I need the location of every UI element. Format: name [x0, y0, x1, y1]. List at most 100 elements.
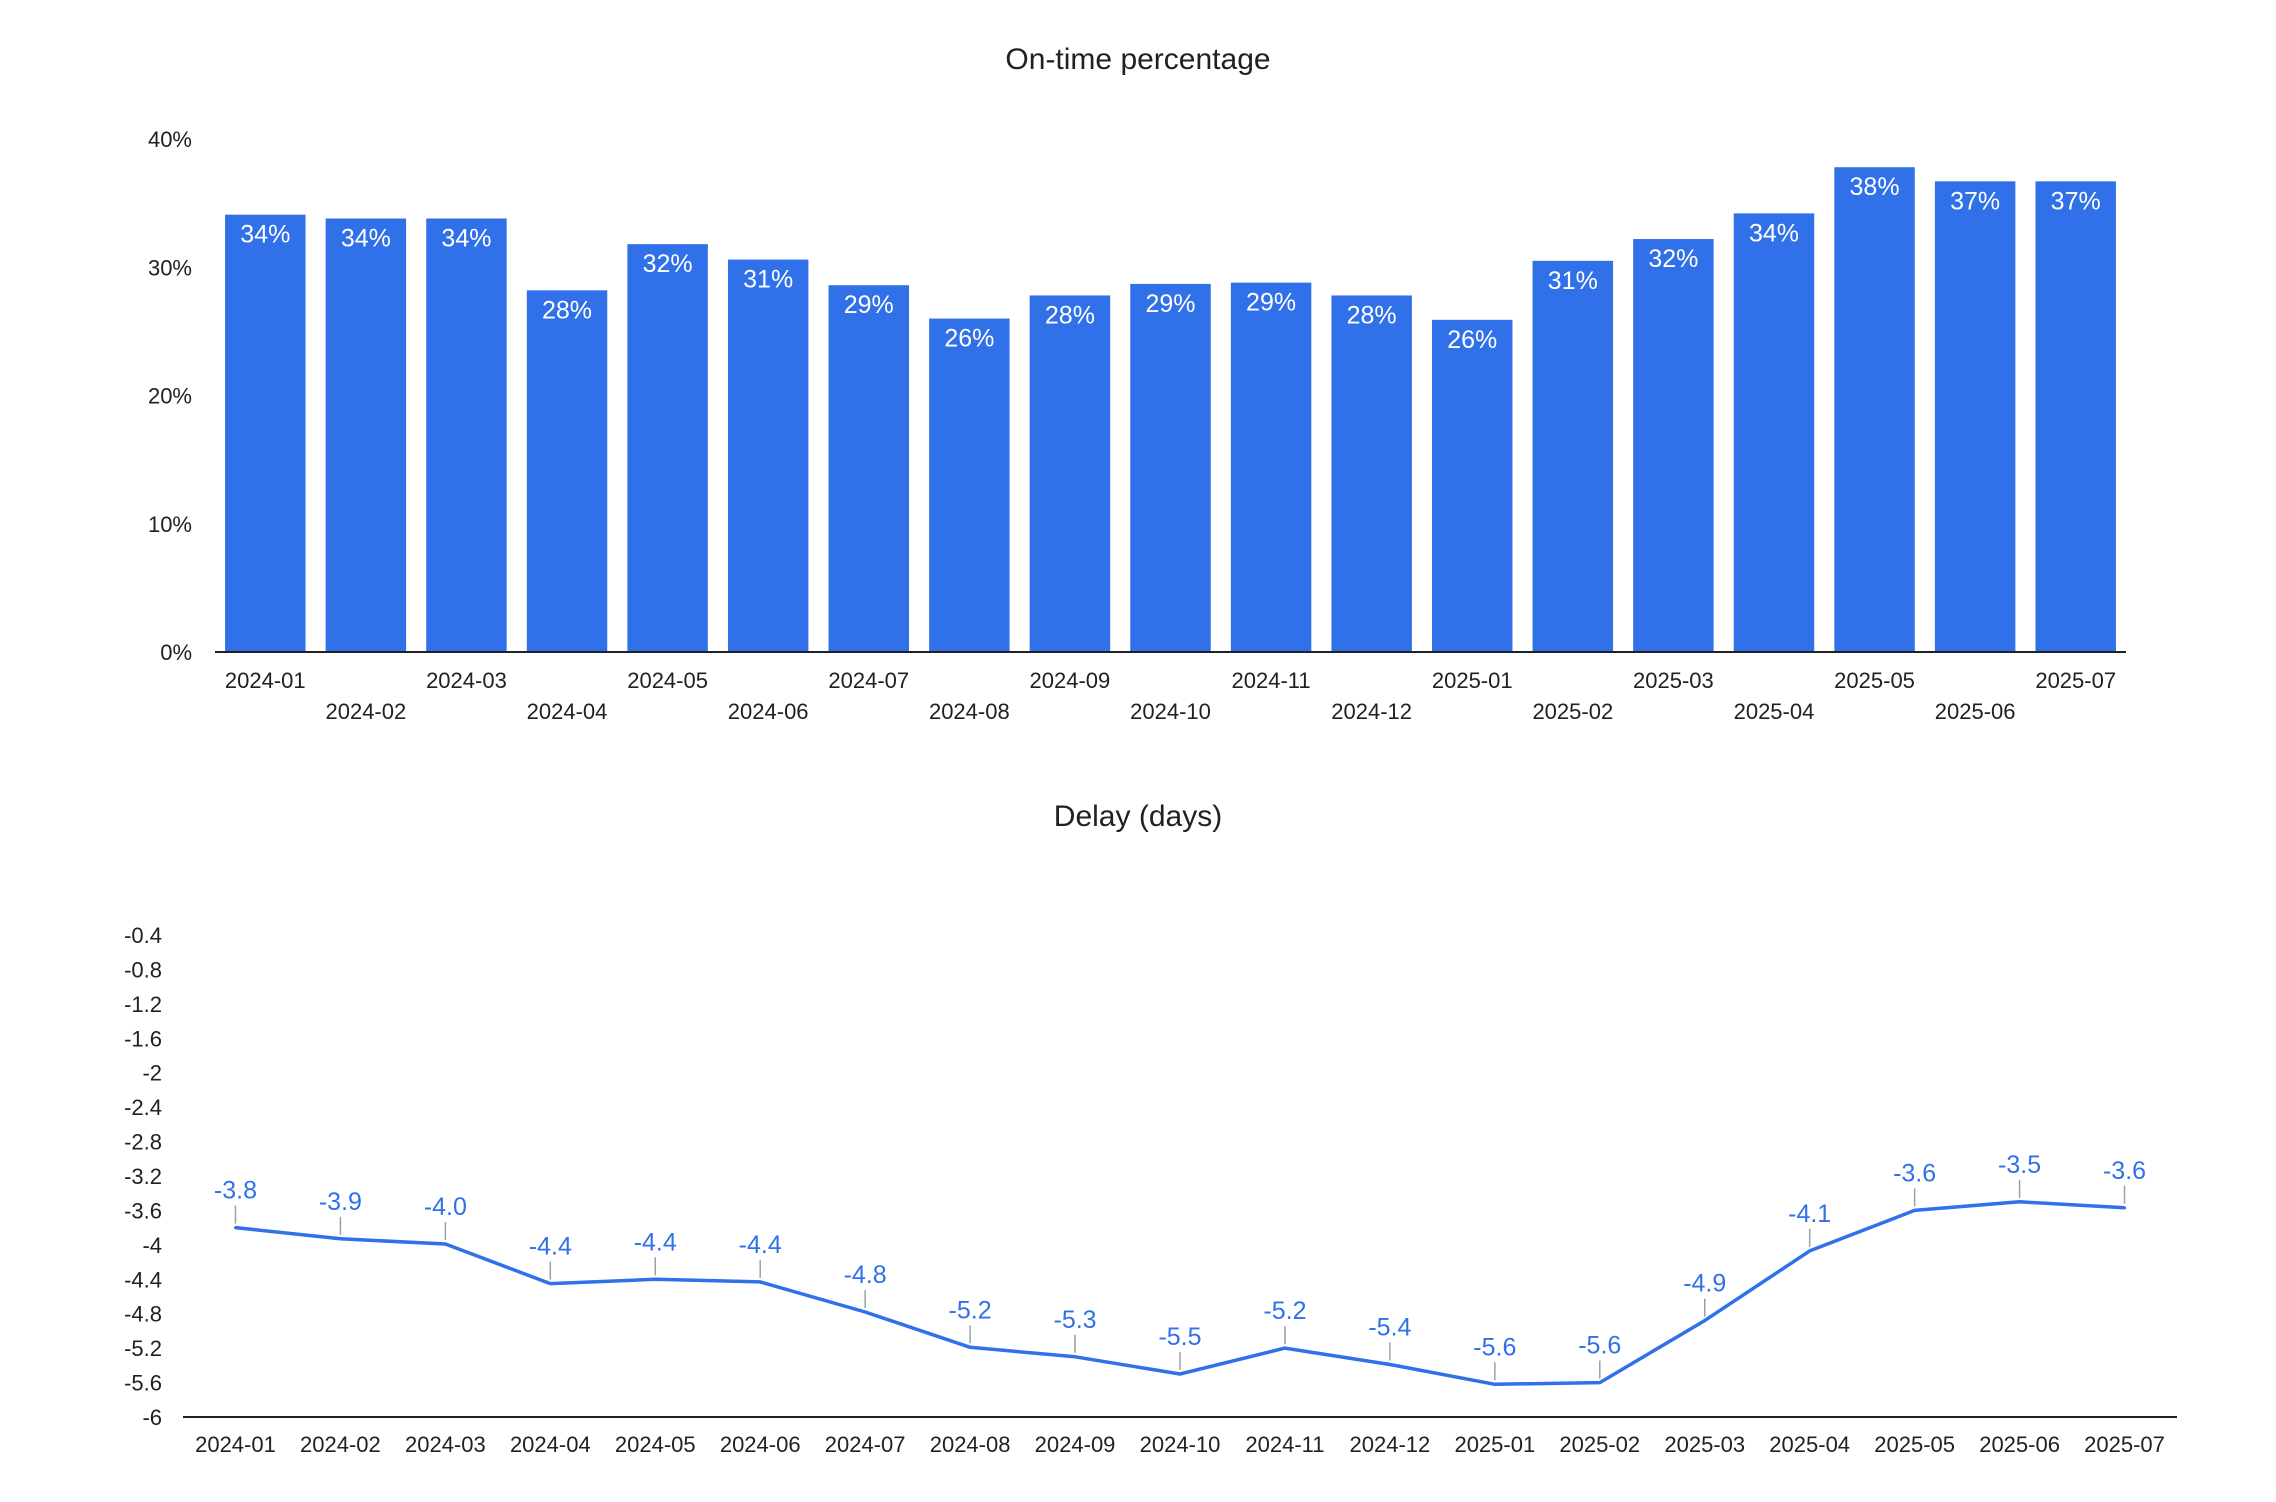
bar-data-label: 34%	[441, 225, 491, 253]
line-point	[1598, 1381, 1602, 1385]
bar	[1230, 282, 1312, 652]
line-x-tick-label: 2024-06	[720, 1432, 801, 1457]
bar-x-tick-label: 2024-09	[1030, 668, 1111, 693]
line-data-label: -3.6	[2103, 1157, 2146, 1185]
line-x-tick-label: 2025-03	[1664, 1432, 1745, 1457]
bar-data-label: 34%	[240, 221, 290, 249]
bar-data-label: 34%	[341, 225, 391, 253]
bar-x-tick-label: 2024-10	[1130, 699, 1211, 724]
bar-data-label: 32%	[643, 250, 693, 278]
line-point	[1388, 1362, 1392, 1366]
bar	[1331, 295, 1412, 652]
bar-chart-title: On-time percentage	[1005, 43, 1270, 76]
bar-x-tick-label: 2024-08	[929, 699, 1010, 724]
line-point	[233, 1226, 237, 1230]
bar	[1733, 213, 1815, 652]
bar-y-tick-label: 10%	[148, 512, 192, 537]
bar	[727, 259, 809, 652]
bar-x-tick-label: 2024-02	[325, 699, 406, 724]
line-point	[968, 1345, 972, 1349]
bar-y-tick-label: 30%	[148, 255, 192, 280]
line-data-label: -4.4	[529, 1233, 572, 1261]
line-x-tick-label: 2024-05	[615, 1432, 696, 1457]
line-data-label: -4.9	[1683, 1270, 1726, 1298]
bar-x-tick-label: 2024-05	[627, 668, 708, 693]
bar-data-label: 38%	[1850, 173, 1900, 201]
line-x-tick-label: 2024-12	[1350, 1432, 1431, 1457]
line-data-label: -4.4	[739, 1231, 782, 1259]
line-data-label: -3.5	[1998, 1151, 2041, 1179]
bar-x-tick-label: 2025-06	[1935, 699, 2016, 724]
line-data-label: -5.3	[1054, 1306, 1097, 1334]
line-point	[1913, 1208, 1917, 1212]
bar-data-label: 29%	[1145, 290, 1195, 318]
bar-data-label: 28%	[1347, 301, 1397, 329]
line-y-tick-label: -3.6	[124, 1198, 162, 1223]
bar-data-label: 32%	[1648, 245, 1698, 273]
line-data-label: -4.0	[424, 1193, 467, 1221]
bar-x-tick-label: 2024-12	[1331, 699, 1412, 724]
line-x-tick-label: 2025-01	[1454, 1432, 1535, 1457]
bar-x-tick-label: 2025-05	[1834, 668, 1915, 693]
line-y-tick-label: -1.2	[124, 992, 162, 1017]
line-x-tick-label: 2025-02	[1559, 1432, 1640, 1457]
line-data-label: -3.8	[214, 1177, 257, 1205]
bar-data-label: 31%	[1548, 267, 1598, 295]
line-point	[548, 1282, 552, 1286]
bar-data-label: 26%	[944, 325, 994, 353]
line-x-tick-label: 2024-02	[300, 1432, 381, 1457]
line-x-tick-label: 2024-08	[930, 1432, 1011, 1457]
bar	[929, 318, 1010, 652]
bar-x-tick-label: 2025-04	[1734, 699, 1815, 724]
bar-y-tick-label: 0%	[160, 640, 192, 665]
line-chart-title: Delay (days)	[1054, 800, 1222, 833]
line-y-tick-label: -6	[142, 1405, 162, 1430]
line-x-tick-label: 2024-09	[1035, 1432, 1116, 1457]
bar-data-label: 37%	[2051, 187, 2101, 215]
bar	[1633, 239, 1714, 652]
bar	[627, 244, 708, 653]
line-point	[758, 1280, 762, 1284]
line-y-tick-label: -5.2	[124, 1336, 162, 1361]
line-point	[863, 1310, 867, 1314]
line-point	[338, 1237, 342, 1241]
bar	[325, 218, 407, 652]
line-x-tick-label: 2024-01	[195, 1432, 276, 1457]
bar	[1130, 283, 1211, 652]
line-data-label: -5.2	[949, 1296, 992, 1324]
bar-data-label: 31%	[743, 266, 793, 294]
bar-x-tick-label: 2025-01	[1432, 668, 1513, 693]
line-x-tick-label: 2025-06	[1979, 1432, 2060, 1457]
line-y-tick-label: -4.8	[124, 1302, 162, 1327]
bar-chart: 0% 10% 20% 30% 40% 34% 2024-01 34% 2024-02 34% 202…	[148, 127, 2126, 724]
line-point	[2123, 1206, 2127, 1210]
bar-x-tick-label: 2025-03	[1633, 668, 1714, 693]
bar-x-tick-label: 2024-03	[426, 668, 507, 693]
bar-x-tick-label: 2025-02	[1532, 699, 1613, 724]
line-point	[1703, 1319, 1707, 1323]
line-data-label: -3.6	[1893, 1159, 1936, 1187]
line-chart: -0.4 -0.8 -1.2 -1.6 -2 -2.4 -2.8 -3.2 -3.6 -4 -4.4…	[124, 923, 2177, 1457]
bar-data-label: 29%	[1246, 289, 1296, 317]
line-data-label: -4.8	[844, 1261, 887, 1289]
line-point	[1283, 1346, 1287, 1350]
line-y-tick-label: -2.4	[124, 1095, 162, 1120]
line-data-label: -3.9	[319, 1188, 362, 1216]
bar	[225, 214, 306, 653]
line-y-tick-label: -1.6	[124, 1026, 162, 1051]
line-data-label: -5.5	[1158, 1323, 1201, 1351]
line-y-tick-label: -0.4	[124, 923, 162, 948]
bar	[2035, 181, 2116, 652]
line-y-tick-label: -4	[142, 1233, 162, 1258]
line-point	[1073, 1355, 1077, 1359]
line-x-tick-label: 2024-07	[825, 1432, 906, 1457]
bar-data-label: 34%	[1749, 219, 1799, 247]
bar-y-tick-label: 40%	[148, 127, 192, 152]
bar	[426, 218, 507, 652]
bar	[828, 285, 909, 652]
line-data-label: -5.4	[1368, 1313, 1411, 1341]
line-data-label: -4.4	[634, 1228, 677, 1256]
line-data-label: -5.6	[1578, 1332, 1621, 1360]
bar	[1834, 167, 1915, 652]
